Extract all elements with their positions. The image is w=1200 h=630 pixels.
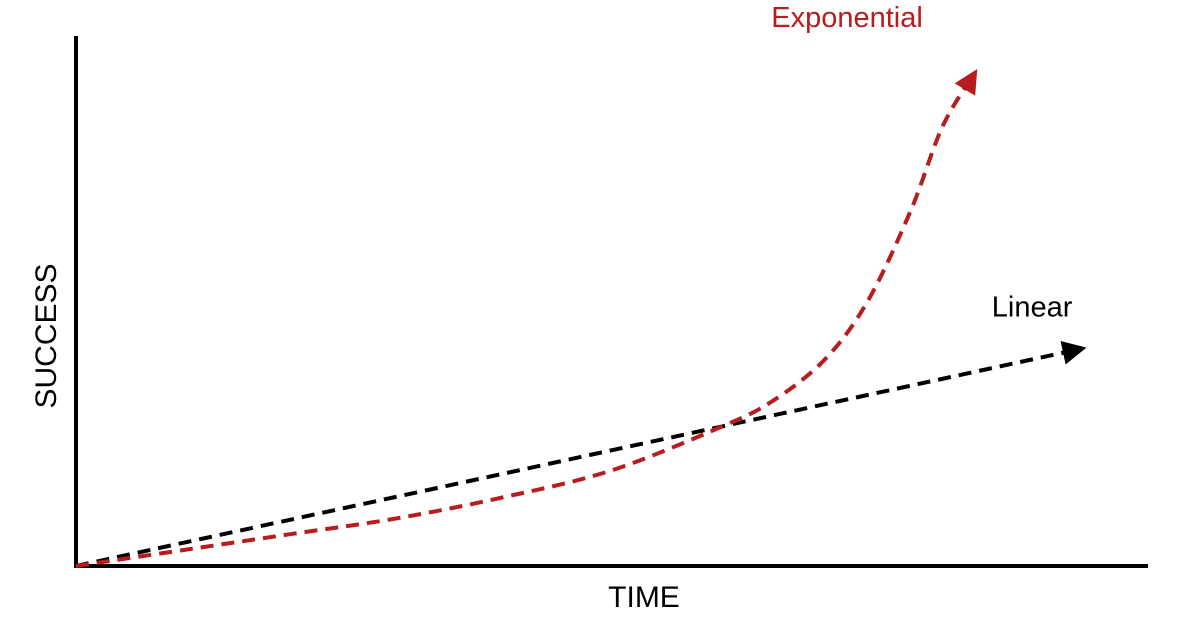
exponential-series-line [75, 68, 978, 568]
exponential-series-label: Exponential [771, 2, 923, 34]
x-axis-label: TIME [608, 581, 680, 614]
axes [74, 36, 1148, 568]
y-axis-label: SUCCESS [30, 263, 63, 408]
linear-series-line [75, 341, 1087, 568]
linear-series-label: Linear [992, 292, 1073, 324]
series-layer: Linear Exponential [75, 2, 1087, 568]
